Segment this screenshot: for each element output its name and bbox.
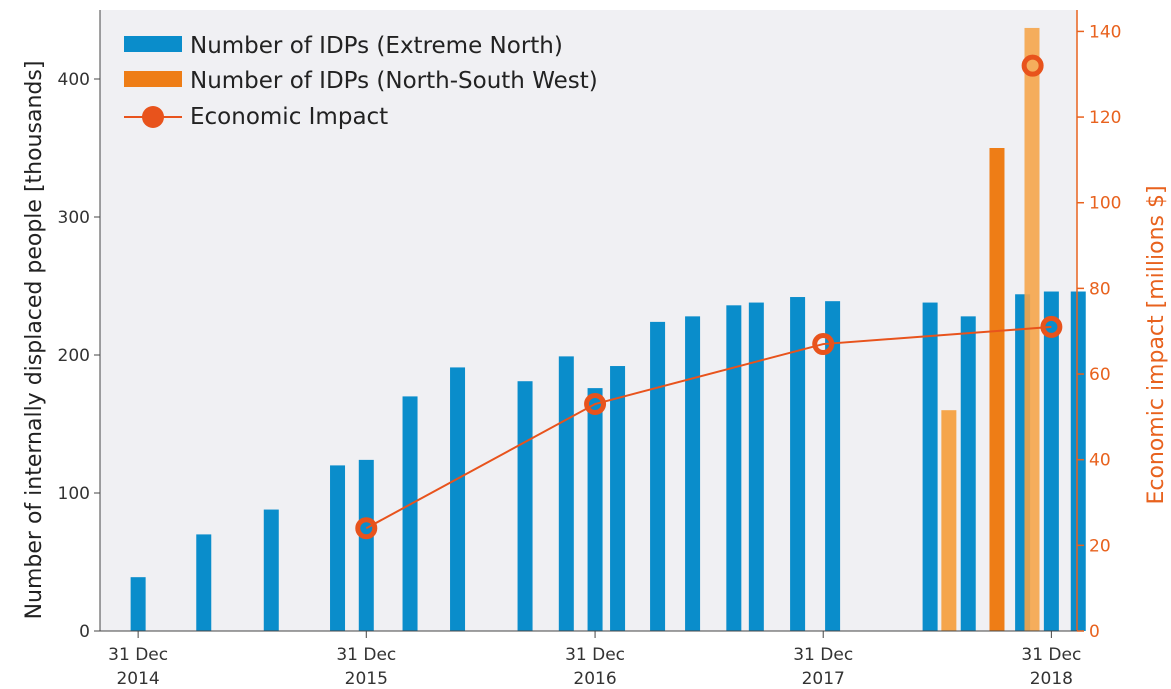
bar-extreme-north-12 bbox=[685, 316, 701, 631]
bar-extreme-north-21 bbox=[1070, 291, 1086, 631]
bar-extreme-north-1 bbox=[196, 534, 212, 631]
economic-impact-point-1 bbox=[584, 393, 607, 416]
bar-extreme-north-4 bbox=[358, 459, 374, 631]
bar-extreme-north-2 bbox=[263, 509, 279, 631]
x-axis: 31 Dec 2014 31 Dec 2015 31 Dec 2016 31 Dec 2017… bbox=[100, 630, 1081, 689]
x-tick-label-line1-3: 31 Dec bbox=[793, 645, 853, 665]
x-tick-label-line1-0: 31 Dec bbox=[108, 645, 168, 665]
economic-impact-point-2 bbox=[812, 333, 835, 356]
right-tick-label-2: 40 bbox=[1089, 451, 1111, 471]
right-tick-label-7: 140 bbox=[1089, 22, 1121, 42]
left-tick-label-1: 100 bbox=[58, 484, 90, 504]
economic-impact-point-0 bbox=[355, 517, 378, 540]
x-tick-label-line2-1: 2015 bbox=[345, 669, 388, 689]
bar-extreme-north-14 bbox=[748, 302, 764, 631]
y2-axis-title: Economic impact [millions $] bbox=[1144, 185, 1169, 504]
economic-impact-point-3 bbox=[1040, 315, 1063, 338]
right-tick-label-0: 0 bbox=[1089, 622, 1100, 642]
legend-swatch-extreme-north bbox=[124, 36, 182, 52]
legend-label-extreme-north: Number of IDPs (Extreme North) bbox=[190, 33, 563, 59]
x-tick-label-line1-4: 31 Dec bbox=[1021, 645, 1081, 665]
left-tick-label-4: 400 bbox=[58, 70, 90, 90]
left-tick-label-0: 0 bbox=[79, 622, 90, 642]
bar-north-south-west-1 bbox=[989, 148, 1005, 631]
right-tick-label-5: 100 bbox=[1089, 194, 1121, 214]
x-tick-label-line2-0: 2014 bbox=[116, 669, 159, 689]
bar-extreme-north-9 bbox=[587, 388, 603, 631]
bar-extreme-north-8 bbox=[558, 356, 574, 631]
bar-extreme-north-5 bbox=[402, 396, 418, 631]
bar-extreme-north-3 bbox=[330, 465, 346, 631]
right-axis: 0 20 40 60 80 100 120 140 bbox=[1076, 10, 1121, 642]
economic-impact-point-4 bbox=[1021, 54, 1044, 77]
left-tick-label-3: 300 bbox=[58, 208, 90, 228]
y-axis-title: Number of internally displaced people [t… bbox=[22, 61, 47, 620]
north-south-west-bars bbox=[941, 27, 1040, 631]
bar-extreme-north-15 bbox=[790, 297, 806, 631]
bar-extreme-north-6 bbox=[450, 367, 466, 631]
bar-extreme-north-0 bbox=[130, 577, 146, 631]
bar-extreme-north-18 bbox=[960, 316, 976, 631]
legend: Number of IDPs (Extreme North) Number of… bbox=[124, 33, 598, 130]
legend-label-economic: Economic Impact bbox=[190, 104, 388, 130]
right-tick-label-1: 20 bbox=[1089, 536, 1111, 556]
bar-extreme-north-16 bbox=[825, 301, 841, 631]
x-tick-label-line1-1: 31 Dec bbox=[336, 645, 396, 665]
extreme-north-bars bbox=[130, 291, 1086, 631]
legend-marker-economic bbox=[142, 106, 164, 128]
bar-north-south-west-2 bbox=[1024, 27, 1040, 631]
right-tick-label-4: 80 bbox=[1089, 279, 1111, 299]
left-axis: 0 100 200 300 400 bbox=[58, 10, 101, 642]
bar-extreme-north-11 bbox=[650, 321, 666, 631]
bar-extreme-north-7 bbox=[517, 381, 533, 631]
legend-swatch-north-south-west bbox=[124, 71, 182, 87]
economic-impact-line bbox=[355, 54, 1063, 540]
legend-label-north-south-west: Number of IDPs (North-South West) bbox=[190, 68, 598, 94]
right-tick-label-3: 60 bbox=[1089, 365, 1111, 385]
left-tick-label-2: 200 bbox=[58, 346, 90, 366]
x-tick-label-line2-3: 2017 bbox=[802, 669, 845, 689]
x-tick-label-line1-2: 31 Dec bbox=[565, 645, 625, 665]
bar-extreme-north-10 bbox=[610, 366, 626, 631]
right-tick-label-6: 120 bbox=[1089, 108, 1121, 128]
bar-extreme-north-20 bbox=[1043, 291, 1059, 631]
x-tick-label-line2-4: 2018 bbox=[1030, 669, 1073, 689]
bar-extreme-north-17 bbox=[922, 302, 938, 631]
bar-extreme-north-13 bbox=[726, 305, 742, 631]
bar-north-south-west-0 bbox=[941, 410, 957, 631]
x-tick-label-line2-2: 2016 bbox=[573, 669, 616, 689]
economic-impact-polyline bbox=[365, 325, 1052, 530]
